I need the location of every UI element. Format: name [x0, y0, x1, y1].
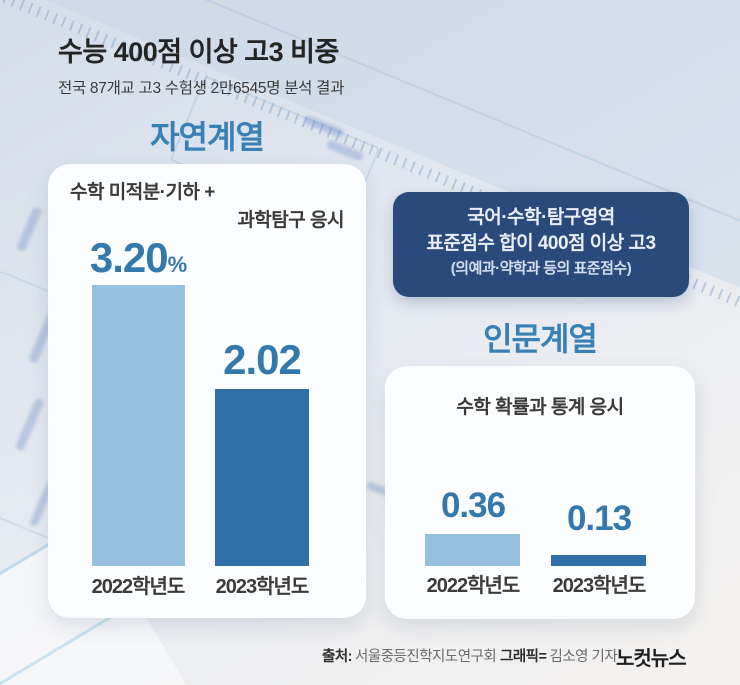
humanities-value-2023-number: 0.13 — [566, 499, 632, 538]
source-credit: 출처: 서울중등진학지도연구회 — [322, 645, 497, 666]
science-value-2022-unit: % — [167, 252, 188, 277]
header: 수능 400점 이상 고3 비중 전국 87개교 고3 수험생 2만6545명 … — [58, 30, 344, 98]
section-label-science: 자연계열 — [150, 119, 265, 155]
science-condition-line1: 수학 미적분·기하 + — [70, 182, 215, 203]
section-label-humanities: 인문계열 — [483, 321, 598, 357]
science-bar-2022 — [92, 285, 185, 566]
humanities-value-2023: 0.13 — [519, 499, 679, 539]
page-subtitle: 전국 87개교 고3 수험생 2만6545명 분석 결과 — [58, 80, 345, 97]
credit-label: 그래픽= — [500, 649, 547, 665]
source-label: 출처: — [322, 649, 353, 665]
humanities-axis-label-2023: 2023학년도 — [552, 575, 647, 597]
page-title-bold: 고3 비중 — [244, 37, 339, 67]
callout-line3: (의예과·약학과 등의 표준점수) — [450, 260, 632, 277]
science-bar-2023 — [215, 389, 309, 566]
graphic-credit: 그래픽= 김소영 기자 — [500, 645, 618, 666]
science-chart-card: 수학 미적분·기하 + 과학탐구 응시 3.20% 2.02 2022학년도 2… — [48, 164, 366, 618]
page-title: 수능 400점 이상 고3 비중 — [58, 30, 344, 69]
humanities-value-2022-number: 0.36 — [440, 486, 506, 525]
science-value-2022: 3.20% — [58, 234, 218, 282]
callout-line2: 표준점수 합이 400점 이상 고3 — [426, 233, 656, 254]
humanities-bar-2022 — [425, 534, 520, 566]
humanities-axis-label-2022: 2022학년도 — [426, 575, 521, 597]
page-title-regular: 수능 400점 이상 — [58, 37, 245, 67]
science-condition-line2: 과학탐구 응시 — [237, 210, 344, 231]
science-axis-label-2023: 2023학년도 — [215, 576, 310, 598]
humanities-chart-card: 수학 확률과 통계 응시 0.36 0.13 2022학년도 2023학년도 — [385, 366, 695, 619]
credit-value: 김소영 기자 — [549, 649, 618, 665]
science-value-2023: 2.02 — [182, 336, 342, 384]
footer: 출처: 서울중등진학지도연구회 그래픽= 김소영 기자 노컷뉴스 — [0, 642, 740, 670]
nocut-news-logo: 노컷뉴스 — [616, 648, 687, 670]
definition-callout: 국어·수학·탐구영역 표준점수 합이 400점 이상 고3 (의예과·약학과 등… — [393, 192, 689, 297]
humanities-bar-2023 — [551, 555, 646, 566]
callout-line1: 국어·수학·탐구영역 — [467, 207, 615, 228]
science-value-2022-number: 3.20 — [89, 234, 169, 281]
humanities-condition: 수학 확률과 통계 응시 — [456, 397, 624, 418]
science-value-2023-number: 2.02 — [223, 336, 302, 383]
source-value: 서울중등진학지도연구회 — [355, 649, 497, 665]
